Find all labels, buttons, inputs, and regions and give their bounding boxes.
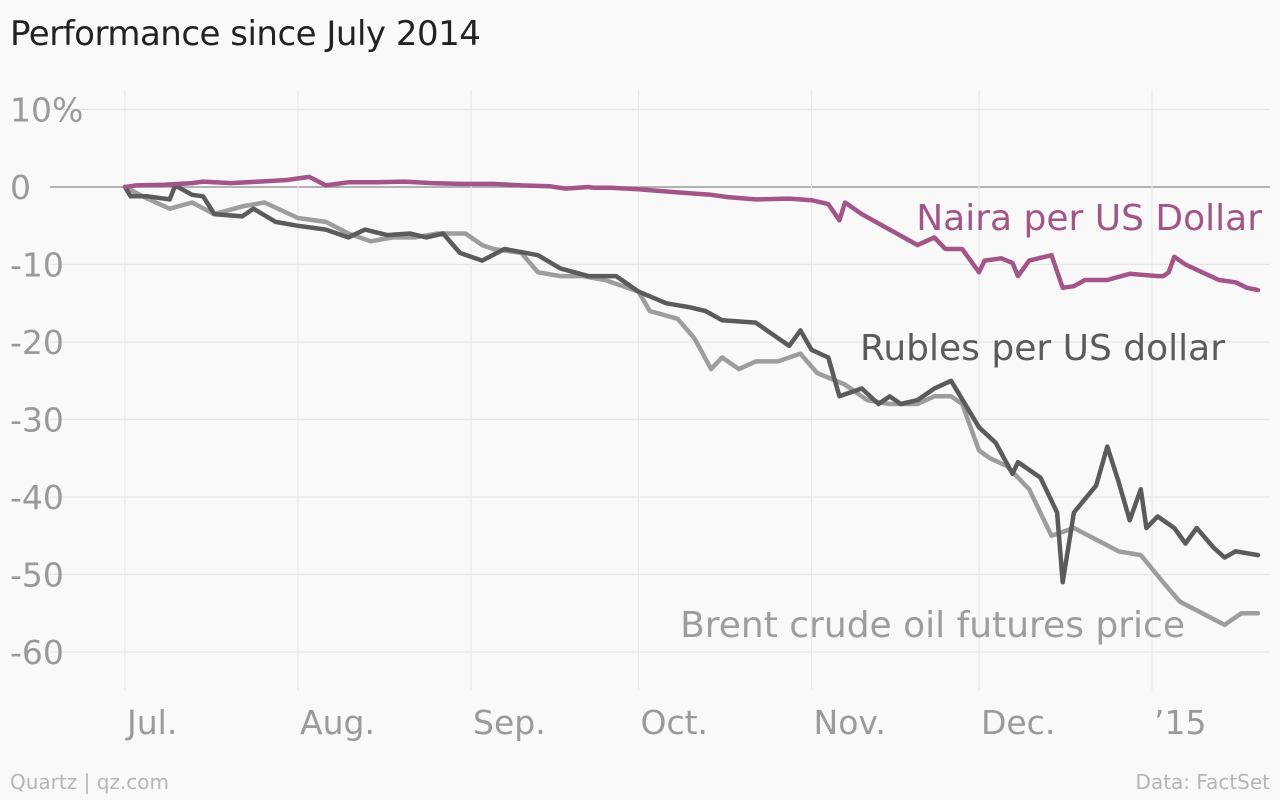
series-label-1: Rubles per US dollar — [860, 328, 1225, 369]
y-tick-label: -50 — [10, 556, 64, 595]
footer-source: Data: FactSet — [1135, 770, 1270, 794]
x-tick-label: Oct. — [641, 703, 709, 742]
x-tick-label: Dec. — [981, 703, 1055, 742]
series-label-2: Brent crude oil futures price — [680, 605, 1185, 646]
y-tick-label: 10% — [10, 91, 83, 130]
x-tick-label: Jul. — [125, 703, 177, 742]
series-line-1 — [122, 183, 1261, 585]
x-tick-label: Aug. — [300, 703, 375, 742]
x-tick-label: Nov. — [814, 703, 886, 742]
footer-credit: Quartz | qz.com — [10, 770, 169, 794]
y-tick-label: -10 — [10, 246, 64, 285]
y-tick-label: 0 — [10, 168, 31, 207]
series-line-0 — [122, 174, 1261, 293]
grid — [50, 90, 1270, 690]
series-annotations: Naira per US Dollar Rubles per US dollar B… — [680, 198, 1262, 646]
chart-title: Performance since July 2014 — [10, 14, 481, 54]
y-tick-label: -40 — [10, 478, 64, 517]
x-tick-label: Sep. — [473, 703, 546, 742]
y-tick-label: -30 — [10, 401, 64, 440]
series-label-0: Naira per US Dollar — [916, 198, 1262, 239]
y-tick-label: -20 — [10, 323, 64, 362]
y-tick-label: -60 — [10, 633, 64, 672]
x-tick-label: ’15 — [1154, 703, 1206, 742]
series-line-2 — [122, 184, 1261, 628]
series-lines — [122, 174, 1261, 628]
axes: 10% 0 -10 -20 -30 -40 -50 -60 Jul. Aug. Sep. Oct. No… — [10, 91, 1206, 743]
